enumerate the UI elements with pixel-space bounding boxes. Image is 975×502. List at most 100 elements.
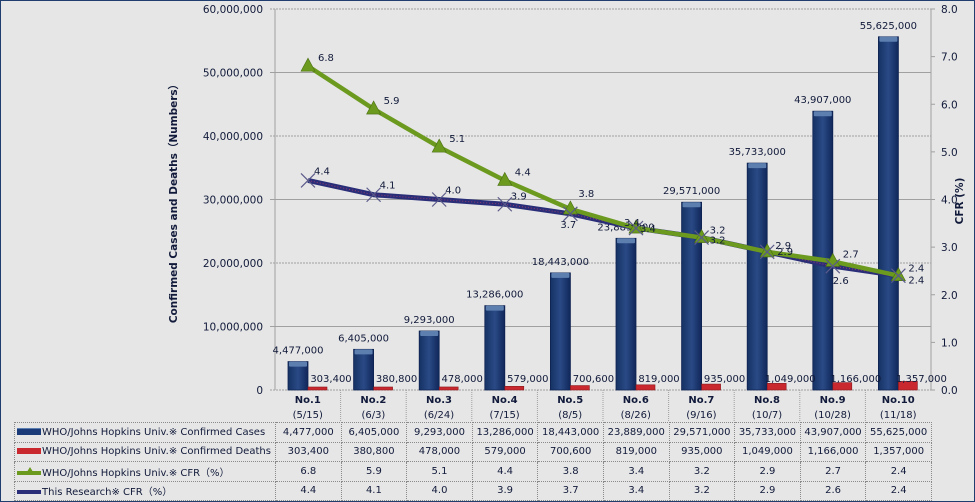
y2-tick-label: 0.0 <box>941 385 958 397</box>
legend-key-icon <box>17 466 41 475</box>
marker-triangle <box>694 228 710 243</box>
table-cell: 3.2 <box>668 461 736 482</box>
category-label: No.1 <box>295 395 321 406</box>
data-label-cases: 6,405,000 <box>338 333 389 344</box>
table-cell: 1,357,000 <box>865 441 932 462</box>
y-tick-label: 30,000,000 <box>203 195 263 207</box>
table-cell: 579,000 <box>471 441 539 462</box>
table-cell: 3.4 <box>602 480 670 501</box>
y2-tick-label: 8.0 <box>941 4 958 16</box>
category-label: No.5 <box>557 395 583 406</box>
category-label: No.2 <box>360 395 386 406</box>
data-label-deaths: 303,400 <box>310 374 351 385</box>
bar-confirmed-deaths <box>635 384 656 391</box>
table-cell: 4.4 <box>275 480 342 501</box>
table-cell: 4.1 <box>340 480 408 501</box>
table-cell: 5.1 <box>406 461 473 482</box>
data-label-deaths: 935,000 <box>704 374 745 385</box>
bar-top-highlight <box>879 36 898 42</box>
table-cell: 380,800 <box>340 441 408 462</box>
category-date: (6/3) <box>361 410 385 421</box>
legend-label: WHO/Johns Hopkins Univ.※ Confirmed Cases <box>42 426 266 438</box>
bar-confirmed-deaths <box>898 381 918 391</box>
table-cell: 3.9 <box>471 480 539 501</box>
left-axis-title: Confirmed Cases and Deaths（Numbers） <box>167 79 180 323</box>
table-cell: 29,571,000 <box>668 422 736 443</box>
line-this-research-cfr <box>307 178 899 279</box>
data-label-who-cfr: 4.4 <box>515 167 531 178</box>
data-label-cases: 9,293,000 <box>404 315 455 326</box>
table-cell: 3.8 <box>537 461 604 482</box>
table-cell: 2.9 <box>734 461 801 482</box>
data-label-who-cfr: 3.8 <box>578 189 594 200</box>
bar-confirmed-cases <box>484 305 506 391</box>
category-labels: No.1 (5/15) No.2 (6/3) No.3 (6/24) No.4 (7/15) N… <box>293 395 917 421</box>
marker-x <box>759 244 775 260</box>
bar-labels: 4,477,000 303,400 6,405,000 380,800 9,293,00… <box>273 21 947 385</box>
y2-tick-label: 6.0 <box>941 99 958 111</box>
bar-confirmed-deaths <box>832 382 853 391</box>
data-label-cases: 13,286,000 <box>466 290 523 301</box>
marker-x <box>628 220 644 236</box>
category-date: (11/18) <box>880 410 917 421</box>
table-cell: 2.4 <box>865 480 932 501</box>
data-label-deaths: 380,800 <box>376 374 417 385</box>
y-tick-label: 20,000,000 <box>203 258 263 270</box>
table-cell: 35,733,000 <box>734 422 801 443</box>
data-label-deaths: 1,357,000 <box>896 374 947 385</box>
legend-entry: WHO/Johns Hopkins Univ.※ Confirmed Cases <box>14 422 276 443</box>
table-cell: 4.4 <box>471 461 539 482</box>
bar-confirmed-deaths <box>373 386 393 391</box>
table-cell: 700,600 <box>537 441 604 462</box>
category-date: (10/28) <box>814 410 851 421</box>
category-date: (6/24) <box>424 410 454 421</box>
marker-x <box>366 187 382 203</box>
y2-tick-label: 2.0 <box>941 290 958 302</box>
bar-top-highlight <box>551 272 570 278</box>
data-label-deaths: 819,000 <box>638 374 679 385</box>
marker-triangle <box>497 171 513 186</box>
data-label-who-cfr: 3.2 <box>710 236 726 247</box>
y2-tick-label: 5.0 <box>941 147 958 159</box>
table-cell: 13,286,000 <box>471 422 539 443</box>
legend-key-icon <box>17 428 41 436</box>
bar-confirmed-deaths <box>766 383 787 391</box>
category-date: (5/15) <box>293 410 323 421</box>
marker-x <box>890 268 906 284</box>
bar-confirmed-cases <box>550 272 571 391</box>
y2-tick-label: 3.0 <box>941 242 958 254</box>
table-cell: 2.9 <box>734 480 801 501</box>
bar-confirmed-cases <box>812 110 834 391</box>
table-cell: 2.4 <box>865 461 932 482</box>
table-cell: 1,166,000 <box>799 441 867 462</box>
category-label: No.7 <box>688 395 714 406</box>
data-label-deaths: 1,049,000 <box>765 374 816 385</box>
table-cell: 4.0 <box>406 480 473 501</box>
data-label-deaths: 579,000 <box>507 374 548 385</box>
table-cell: 5.9 <box>340 461 408 482</box>
y2-tick-label: 7.0 <box>941 52 958 64</box>
table-cell: 4,477,000 <box>275 422 342 443</box>
data-label-cases: 35,733,000 <box>729 147 786 158</box>
bar-top-highlight <box>813 111 832 117</box>
category-label: No.8 <box>754 395 780 406</box>
category-label: No.4 <box>492 395 518 406</box>
marker-x <box>694 230 710 246</box>
table-cell: 2.7 <box>799 461 867 482</box>
table-cell: 55,625,000 <box>865 422 932 443</box>
line-who-cfr <box>306 64 899 278</box>
data-label-cases: 55,625,000 <box>860 21 917 32</box>
legend-key-icon <box>17 448 41 455</box>
category-label: No.10 <box>882 395 915 406</box>
cfr-lines <box>300 57 906 284</box>
marker-x <box>562 206 578 222</box>
data-label-research-cfr: 4.0 <box>445 186 461 197</box>
bar-top-highlight <box>354 349 373 355</box>
y2-tick-label: 1.0 <box>941 337 958 349</box>
y2-tick-label: 4.0 <box>941 195 958 207</box>
marker-x <box>300 173 316 188</box>
y-tick-label: 10,000,000 <box>203 322 263 334</box>
data-label-research-cfr: 2.9 <box>775 241 791 252</box>
bar-confirmed-cases <box>878 36 899 391</box>
table-cell: 3.4 <box>602 461 670 482</box>
